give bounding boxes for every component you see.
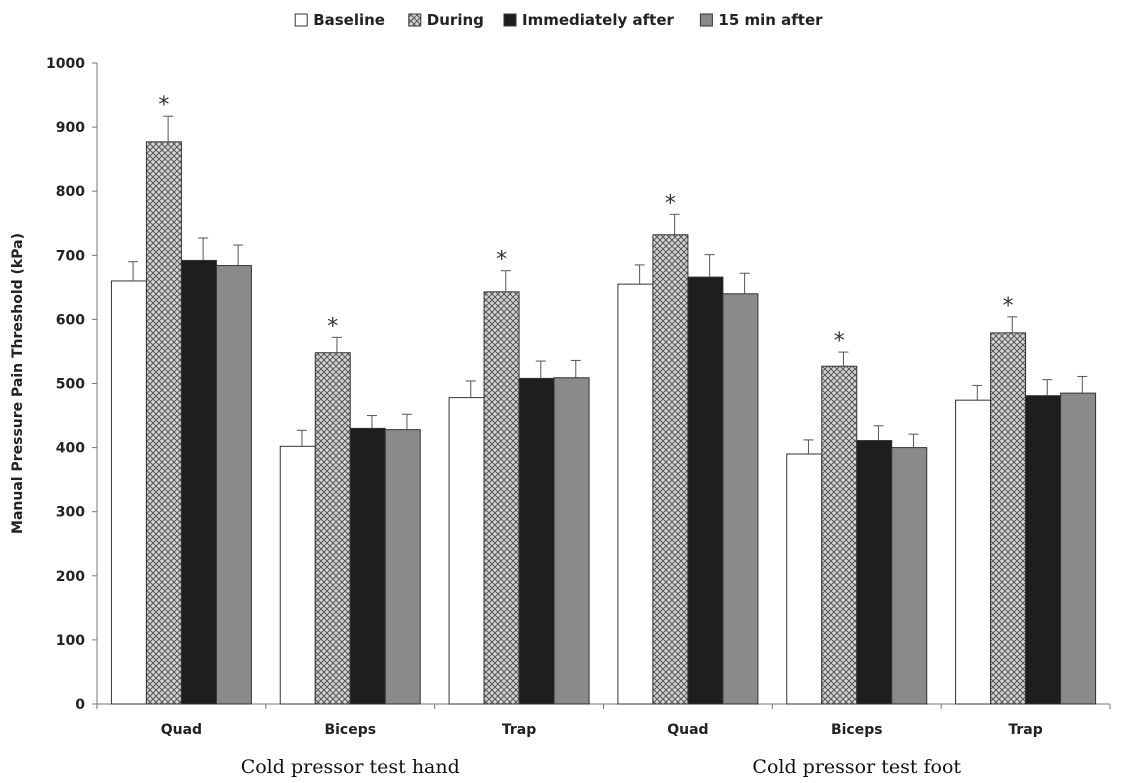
legend-label: During <box>427 11 484 29</box>
bars <box>110 115 1097 705</box>
x-tick-label: Biceps <box>831 722 883 738</box>
y-tick-label: 900 <box>56 120 85 136</box>
x-tick-label: Quad <box>161 722 202 738</box>
legend-label: Immediately after <box>522 11 674 29</box>
bar <box>786 453 823 705</box>
bar <box>990 332 1027 705</box>
bar <box>384 429 421 705</box>
bar <box>1025 395 1062 705</box>
y-tick-label: 300 <box>56 505 85 521</box>
significance-mark: * <box>496 248 507 273</box>
significance-mark: * <box>327 314 338 339</box>
x-tick-label: Trap <box>502 722 536 738</box>
axes <box>92 62 1111 709</box>
y-tick-label: 700 <box>56 248 85 264</box>
y-tick-label: 0 <box>75 697 85 713</box>
bar <box>279 445 316 705</box>
bar <box>687 276 724 705</box>
y-tick-label: 600 <box>56 312 85 328</box>
bar <box>349 427 386 705</box>
significance-mark: * <box>158 93 169 118</box>
y-tick-label: 500 <box>56 377 85 393</box>
y-tick-label: 800 <box>56 184 85 200</box>
group-label: Cold pressor test foot <box>752 756 961 778</box>
x-tick-label: Quad <box>667 722 708 738</box>
significance-mark: * <box>665 191 676 216</box>
bar <box>180 259 217 705</box>
bar <box>955 399 992 705</box>
labels: 0 100 200 300 400 500 600 700 800 900 1000 Manual P… <box>10 56 1043 778</box>
significance-mark: * <box>1003 294 1014 319</box>
y-axis-label: Manual Pressure Pain Threshold (kPa) <box>10 233 26 534</box>
legend-label: 15 min after <box>718 11 823 29</box>
x-tick-label: Trap <box>1008 722 1042 738</box>
legend-swatch <box>408 13 422 27</box>
bar <box>891 447 928 705</box>
bar <box>652 234 689 705</box>
bar <box>722 293 759 705</box>
bar <box>553 377 590 705</box>
legend: Baseline During Immediately after 15 min af… <box>294 11 823 29</box>
y-tick-label: 200 <box>56 569 85 585</box>
bar <box>448 397 485 705</box>
legend-swatch <box>294 13 308 27</box>
bar <box>856 440 893 705</box>
significance-mark: * <box>834 329 845 354</box>
x-tick-label: Biceps <box>324 722 376 738</box>
bar <box>617 283 654 705</box>
bar <box>110 280 147 705</box>
y-tick-label: 100 <box>56 633 85 649</box>
y-tick-label: 1000 <box>46 56 85 72</box>
bar <box>215 265 252 705</box>
legend-swatch <box>699 13 713 27</box>
bar <box>314 352 351 705</box>
bar <box>821 365 858 705</box>
legend-label: Baseline <box>313 11 385 29</box>
y-tick-label: 400 <box>56 441 85 457</box>
bar <box>483 291 520 705</box>
group-label: Cold pressor test hand <box>241 756 460 778</box>
bar <box>145 141 182 705</box>
bar <box>1060 392 1097 705</box>
legend-swatch <box>503 13 517 27</box>
bar <box>518 377 555 705</box>
